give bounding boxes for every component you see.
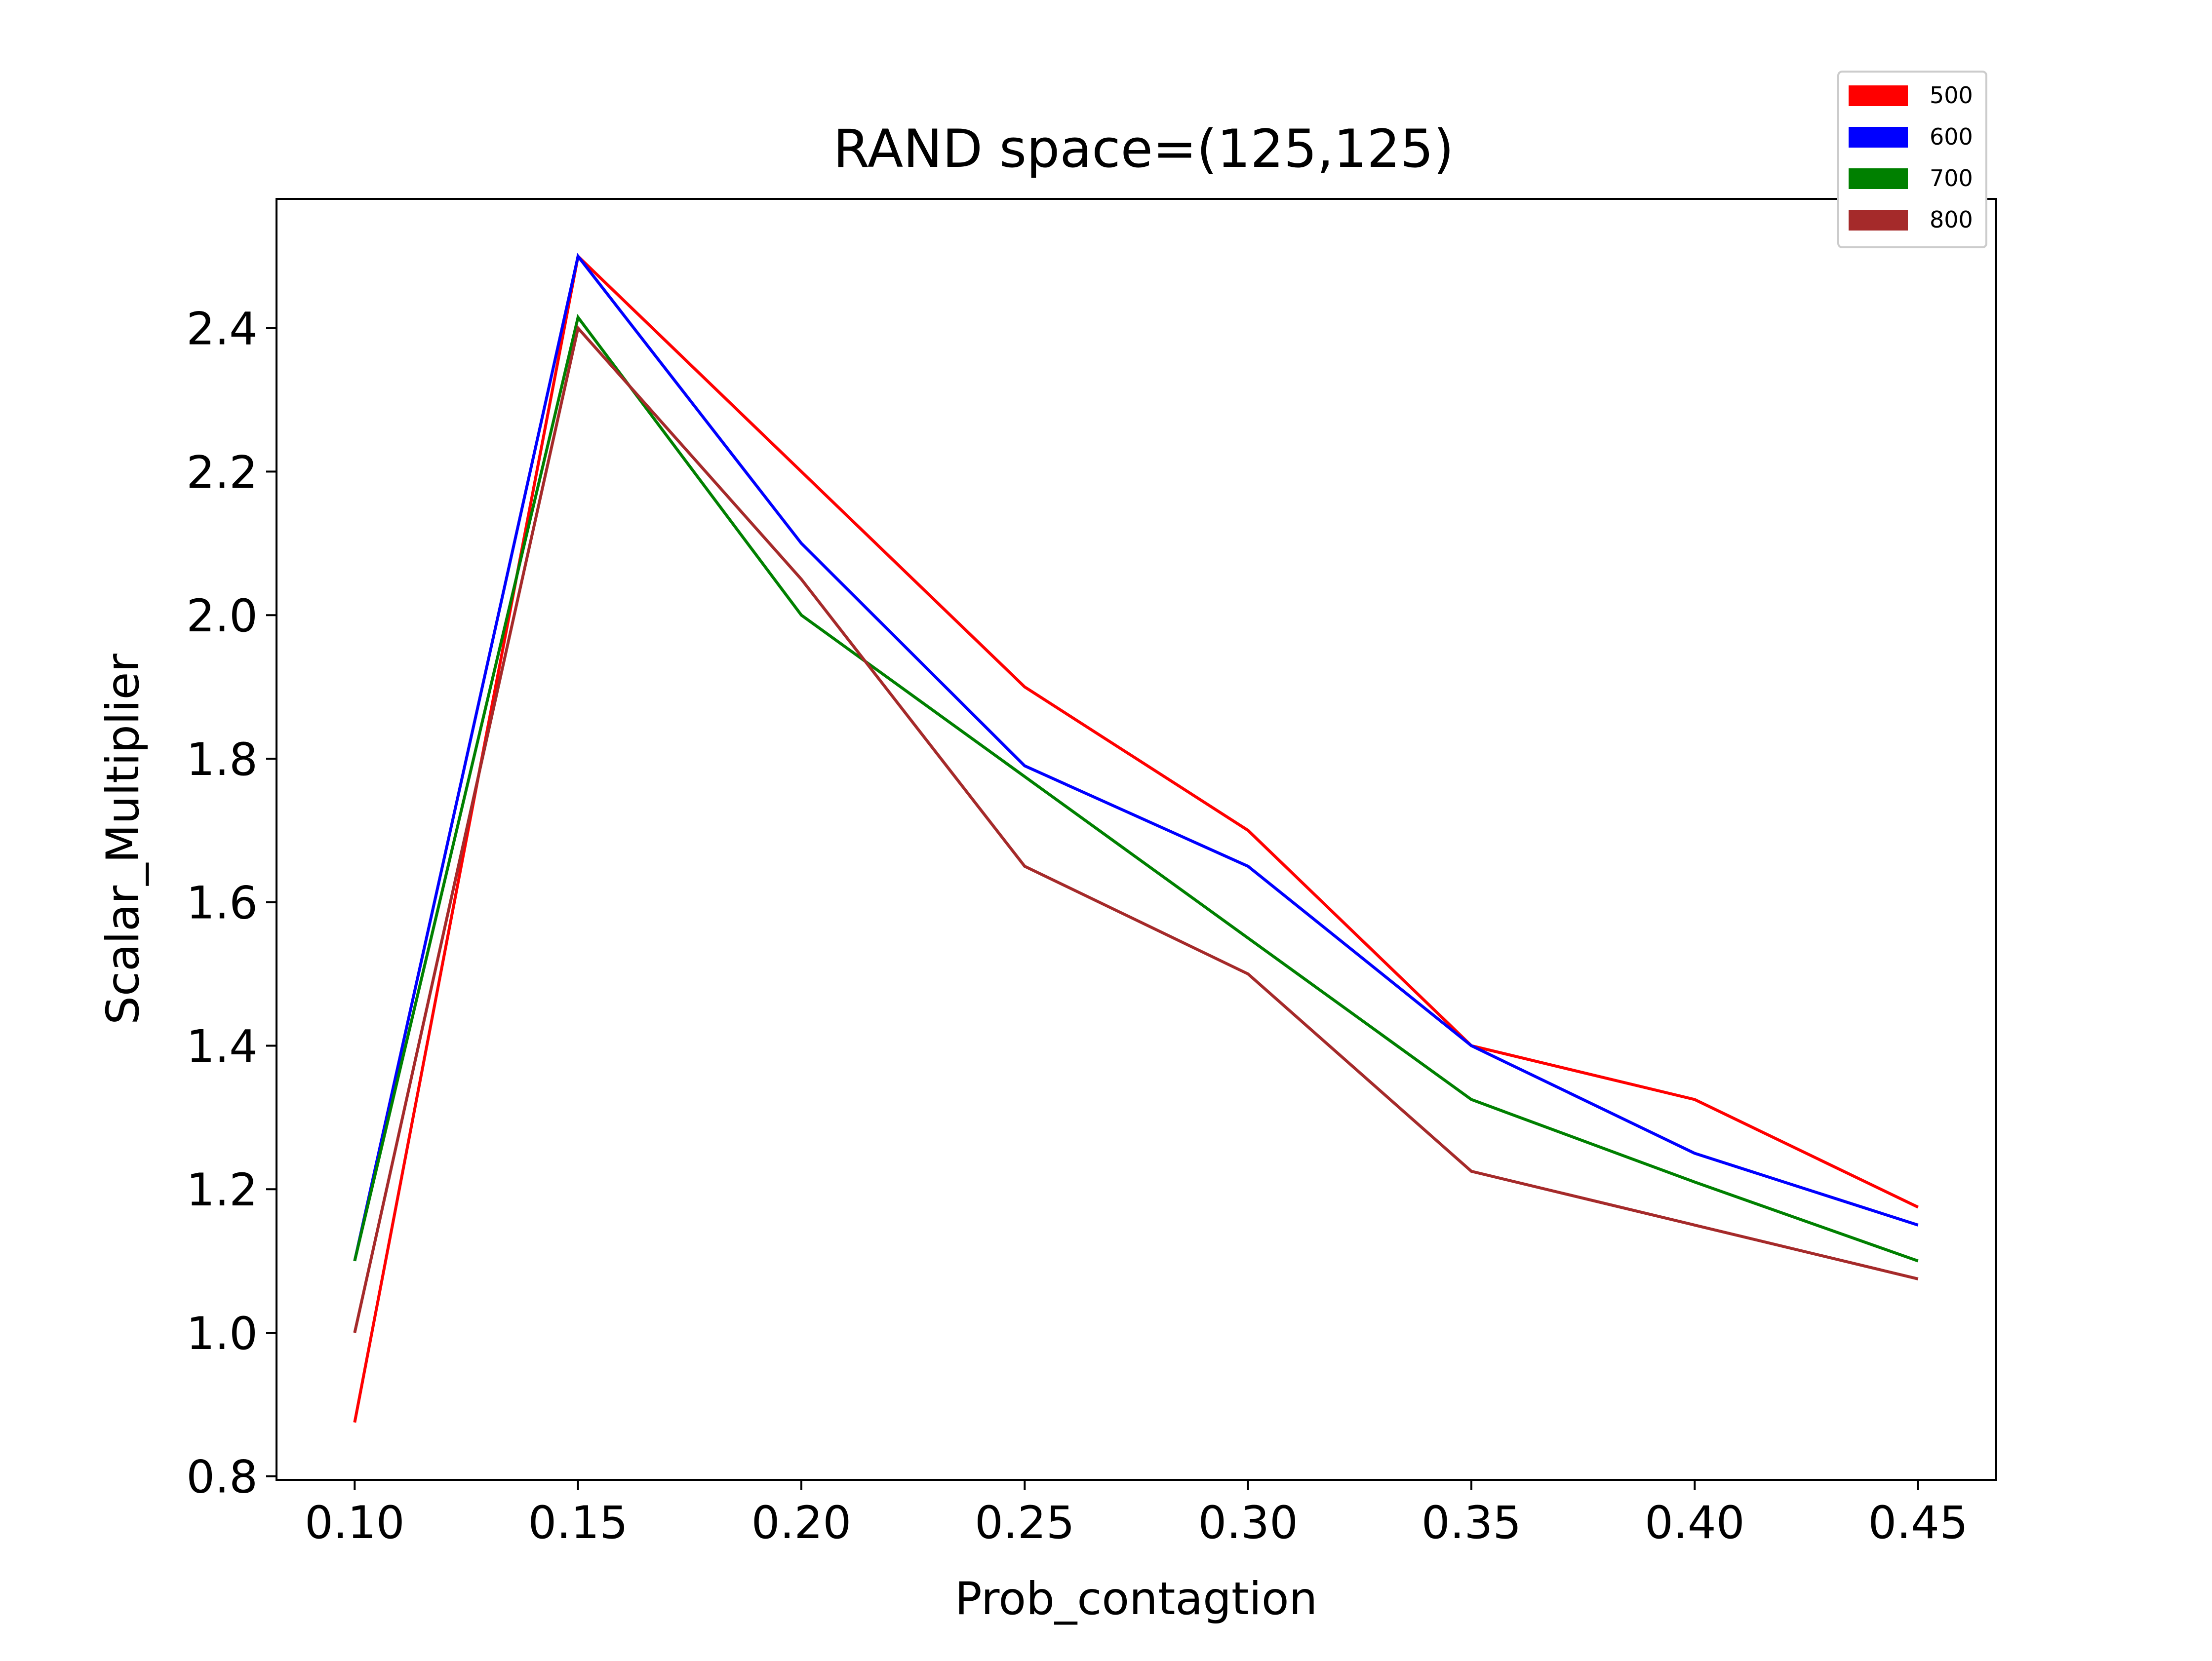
series-line-600 (353, 253, 1919, 1262)
legend-label-500: 500 (1930, 82, 1973, 109)
chart-title: RAND space=(125,125) (833, 118, 1454, 179)
x-tick-label: 0.35 (1422, 1497, 1522, 1549)
legend-swatch-700 (1849, 168, 1908, 189)
y-axis: 0.8 1.0 1.2 1.4 1.6 1.8 2.0 2.2 2.4 (186, 304, 276, 1504)
y-tick-label: 1.0 (186, 1308, 258, 1360)
series-line-700 (353, 313, 1919, 1263)
y-tick-label: 0.8 (186, 1452, 258, 1504)
y-axis-label: Scalar_Multiplier (97, 654, 149, 1025)
x-tick-label: 0.25 (975, 1497, 1075, 1549)
x-tick-label: 0.15 (528, 1497, 628, 1549)
legend-swatch-500 (1849, 85, 1908, 106)
legend-box (1837, 71, 1987, 248)
x-tick-label: 0.40 (1645, 1497, 1745, 1549)
legend: 500 600 700 800 (1837, 71, 1987, 248)
legend-label-800: 800 (1930, 206, 1973, 233)
x-tick-label: 0.20 (751, 1497, 852, 1549)
plot-frame (276, 198, 1997, 1481)
y-tick-label: 2.4 (186, 304, 258, 355)
x-tick-label: 0.10 (305, 1497, 405, 1549)
y-tick-label: 2.2 (186, 447, 258, 499)
series-line-500 (353, 253, 1919, 1423)
x-axis: 0.10 0.15 0.20 0.25 0.30 0.35 0.40 0.45 (305, 1480, 1968, 1549)
x-tick-label: 0.30 (1198, 1497, 1298, 1549)
y-tick-label: 1.4 (186, 1021, 258, 1073)
y-tick-label: 2.0 (186, 590, 258, 642)
y-tick-label: 1.6 (186, 878, 258, 929)
x-axis-label: Prob_contagtion (955, 1573, 1318, 1625)
series-line-800 (353, 325, 1919, 1333)
plot-series (353, 253, 1919, 1423)
y-tick-label: 1.8 (186, 734, 258, 786)
legend-swatch-800 (1849, 210, 1908, 231)
legend-label-600: 600 (1930, 123, 1973, 150)
x-tick-label: 0.45 (1868, 1497, 1968, 1549)
y-tick-label: 1.2 (186, 1164, 258, 1216)
legend-swatch-600 (1849, 127, 1908, 148)
legend-label-700: 700 (1930, 165, 1973, 192)
